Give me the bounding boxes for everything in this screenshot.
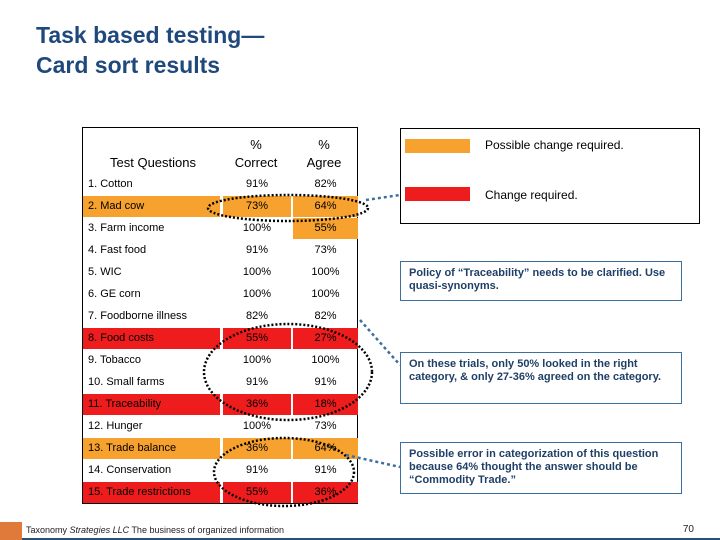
note-trials: On these trials, only 50% looked in the … bbox=[400, 352, 682, 404]
header-agree-symbol: % bbox=[318, 137, 330, 152]
row-agree: 73% bbox=[314, 244, 337, 256]
row-correct: 100% bbox=[242, 420, 272, 432]
footer-tagline: The business of organized information bbox=[131, 525, 285, 535]
row-agree: 100% bbox=[311, 288, 340, 300]
row-question: 5. WIC bbox=[88, 266, 122, 278]
row-agree: 82% bbox=[314, 178, 337, 190]
row-question: 11. Traceability bbox=[83, 394, 220, 415]
legend-change: Change required. bbox=[485, 188, 578, 202]
header-correct-symbol: % bbox=[250, 137, 262, 152]
row-agree: 55% bbox=[293, 218, 358, 239]
row-correct: 91% bbox=[245, 464, 269, 476]
title-line-2: Card sort results bbox=[36, 52, 221, 78]
legend-swatch-change bbox=[405, 187, 470, 201]
connector-traceability bbox=[365, 193, 401, 202]
row-question: 6. GE corn bbox=[88, 288, 141, 300]
slide-title: Task based testing— Card sort results bbox=[36, 20, 264, 80]
oval-row-13-15 bbox=[212, 436, 356, 508]
row-question: 2. Mad cow bbox=[83, 196, 220, 217]
oval-row-8-11 bbox=[202, 322, 374, 422]
row-question: 13. Trade balance bbox=[83, 438, 220, 459]
row-correct: 91% bbox=[245, 376, 269, 388]
row-question: 10. Small farms bbox=[88, 376, 165, 388]
legend-possible-change: Possible change required. bbox=[485, 138, 624, 152]
row-correct: 100% bbox=[242, 222, 272, 234]
note-commodity-trade: Possible error in categorization of this… bbox=[400, 442, 682, 494]
row-agree: 36% bbox=[293, 482, 358, 503]
connector-trials bbox=[359, 319, 401, 366]
row-question: 4. Fast food bbox=[88, 244, 147, 256]
row-correct: 82% bbox=[245, 310, 269, 322]
table-row: 8. Food costs 55% 27% bbox=[83, 328, 358, 349]
row-correct: 100% bbox=[242, 288, 272, 300]
table-row: 7. Foodborne illness 82% 82% bbox=[83, 306, 358, 327]
note-traceability: Policy of “Traceability” needs to be cla… bbox=[400, 261, 682, 301]
row-agree: 91% bbox=[314, 464, 337, 476]
footer-rule bbox=[22, 538, 720, 540]
table-row: 3. Farm income 100% 55% bbox=[83, 218, 358, 239]
table-row: 11. Traceability 36% 18% bbox=[83, 394, 358, 415]
row-question: 12. Hunger bbox=[88, 420, 143, 432]
row-correct: 100% bbox=[242, 354, 272, 366]
row-agree: 27% bbox=[293, 328, 358, 349]
oval-row-2-3 bbox=[206, 193, 370, 223]
row-agree: 64% bbox=[293, 196, 358, 217]
header-correct: % Correct bbox=[222, 136, 290, 172]
table-row: 9. Tobacco 100% 100% bbox=[83, 350, 358, 371]
row-correct: 73% bbox=[223, 196, 291, 217]
header-correct-label: Correct bbox=[234, 155, 278, 170]
row-agree: 73% bbox=[314, 420, 337, 432]
footer-logo-block bbox=[0, 522, 22, 540]
footer-text: Taxonomy Strategies LLC The business of … bbox=[26, 525, 284, 535]
footer-company: Taxonomy bbox=[26, 525, 68, 535]
row-question: 1. Cotton bbox=[88, 178, 133, 190]
table-row: 2. Mad cow 73% 64% bbox=[83, 196, 358, 217]
row-agree: 91% bbox=[314, 376, 337, 388]
header-test-questions: Test Questions bbox=[110, 155, 196, 170]
header-agree: % Agree bbox=[290, 136, 358, 172]
row-question: 8. Food costs bbox=[83, 328, 220, 349]
row-agree: 18% bbox=[293, 394, 358, 415]
row-correct: 55% bbox=[223, 328, 291, 349]
table-row: 14. Conservation 91% 91% bbox=[83, 460, 358, 481]
row-correct: 36% bbox=[223, 438, 291, 459]
row-question: 14. Conservation bbox=[88, 464, 172, 476]
row-correct: 91% bbox=[245, 178, 269, 190]
row-agree: 100% bbox=[311, 266, 340, 278]
legend-swatch-possible bbox=[405, 139, 470, 153]
table-row: 6. GE corn 100% 100% bbox=[83, 284, 358, 305]
title-line-1: Task based testing— bbox=[36, 22, 265, 48]
table-row: 12. Hunger 100% 73% bbox=[83, 416, 358, 437]
row-question: 7. Foodborne illness bbox=[88, 310, 188, 322]
row-question: 3. Farm income bbox=[88, 222, 165, 234]
row-correct: 36% bbox=[223, 394, 291, 415]
page-number: 70 bbox=[682, 524, 694, 535]
footer-company-italic: Strategies LLC bbox=[69, 525, 130, 535]
table-row: 13. Trade balance 36% 64% bbox=[83, 438, 358, 459]
footer: Taxonomy Strategies LLC The business of … bbox=[0, 522, 720, 540]
table-row: 10. Small farms 91% 91% bbox=[83, 372, 358, 393]
table-row: 5. WIC 100% 100% bbox=[83, 262, 358, 283]
row-agree: 82% bbox=[314, 310, 337, 322]
row-correct: 100% bbox=[242, 266, 272, 278]
row-question: 15. Trade restrictions bbox=[83, 482, 220, 503]
header-agree-label: Agree bbox=[306, 155, 342, 170]
connector-commodity bbox=[345, 453, 401, 469]
row-correct: 91% bbox=[245, 244, 269, 256]
table-row: 4. Fast food 91% 73% bbox=[83, 240, 358, 261]
row-question: 9. Tobacco bbox=[88, 354, 142, 366]
row-agree: 100% bbox=[311, 354, 340, 366]
table-row: 1. Cotton 91% 82% bbox=[83, 174, 358, 195]
